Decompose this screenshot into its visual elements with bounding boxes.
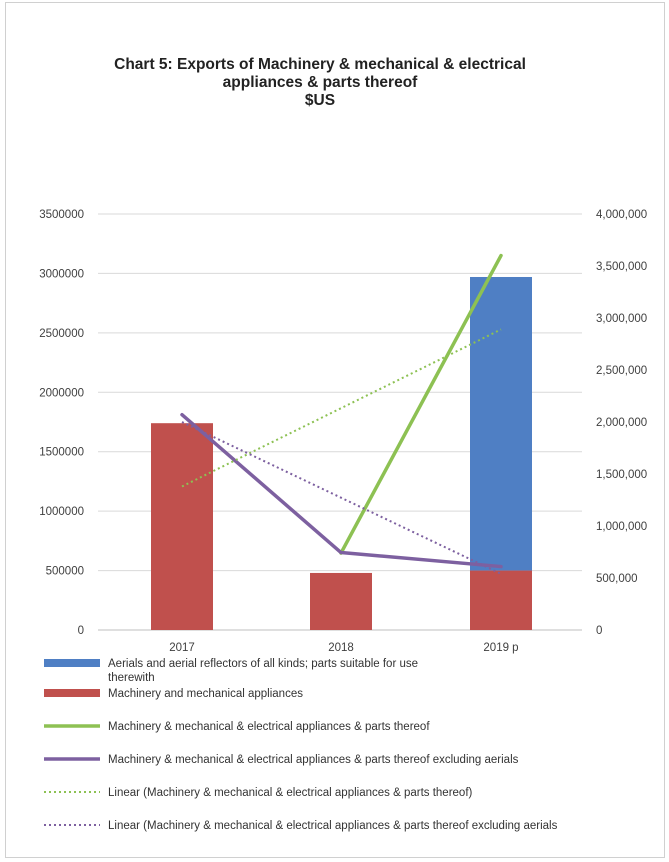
y-axis-right-tick-label: 2,500,000: [596, 365, 647, 377]
y-axis-left-tick-label: 1500000: [39, 447, 84, 459]
y-axis-right-tick-label: 500,000: [596, 573, 638, 585]
x-axis-tick-label: 2019 p: [483, 642, 518, 654]
bar: [310, 572, 372, 630]
chart-title-line-2: appliances & parts thereof: [222, 74, 418, 91]
chart-title-line-3: $US: [304, 92, 336, 109]
y-axis-right-tick-label: 3,000,000: [596, 313, 647, 325]
chart-frame: [5, 2, 665, 858]
y-axis-right-tick-label: 1,000,000: [596, 521, 647, 533]
bar: [151, 423, 213, 630]
legend-label: therewith: [108, 672, 155, 684]
legend-label: Machinery and mechanical appliances: [108, 688, 303, 700]
chart-title-line-1: Chart 5: Exports of Machinery & mechanic…: [114, 56, 526, 73]
x-axis-tick-label: 2018: [328, 642, 354, 654]
y-axis-left-tick-label: 1000000: [39, 506, 84, 518]
trendline: [181, 421, 502, 575]
y-axis-left-tick-label: 3000000: [39, 268, 84, 280]
series-line: [180, 412, 503, 569]
y-axis-right-tick-label: 0: [596, 625, 602, 637]
y-axis-left-tick-label: 0: [78, 625, 84, 637]
legend-label: Aerials and aerial reflectors of all kin…: [108, 658, 418, 670]
y-axis-right-tick-label: 4,000,000: [596, 209, 647, 221]
legend-swatch: [44, 659, 100, 667]
y-axis-left-tick-label: 500000: [46, 566, 84, 578]
x-axis-tick-label: 2017: [169, 642, 195, 654]
y-axis-right-tick-label: 3,500,000: [596, 261, 647, 273]
y-axis-left-tick-label: 2000000: [39, 387, 84, 399]
trendline: [181, 328, 502, 488]
legend-label: Linear (Machinery & mechanical & electri…: [108, 787, 473, 799]
y-axis-left-tick-label: 3500000: [39, 209, 84, 221]
y-axis-right-tick-label: 2,000,000: [596, 417, 647, 429]
series-line: [339, 253, 503, 555]
bar: [470, 276, 532, 571]
y-axis-right-tick-label: 1,500,000: [596, 469, 647, 481]
legend-swatch: [44, 689, 100, 697]
legend-label: Machinery & mechanical & electrical appl…: [108, 754, 519, 766]
legend-label: Linear (Machinery & mechanical & electri…: [108, 820, 558, 832]
bar: [470, 570, 532, 630]
legend-label: Machinery & mechanical & electrical appl…: [108, 721, 430, 733]
y-axis-left-tick-label: 2500000: [39, 328, 84, 340]
